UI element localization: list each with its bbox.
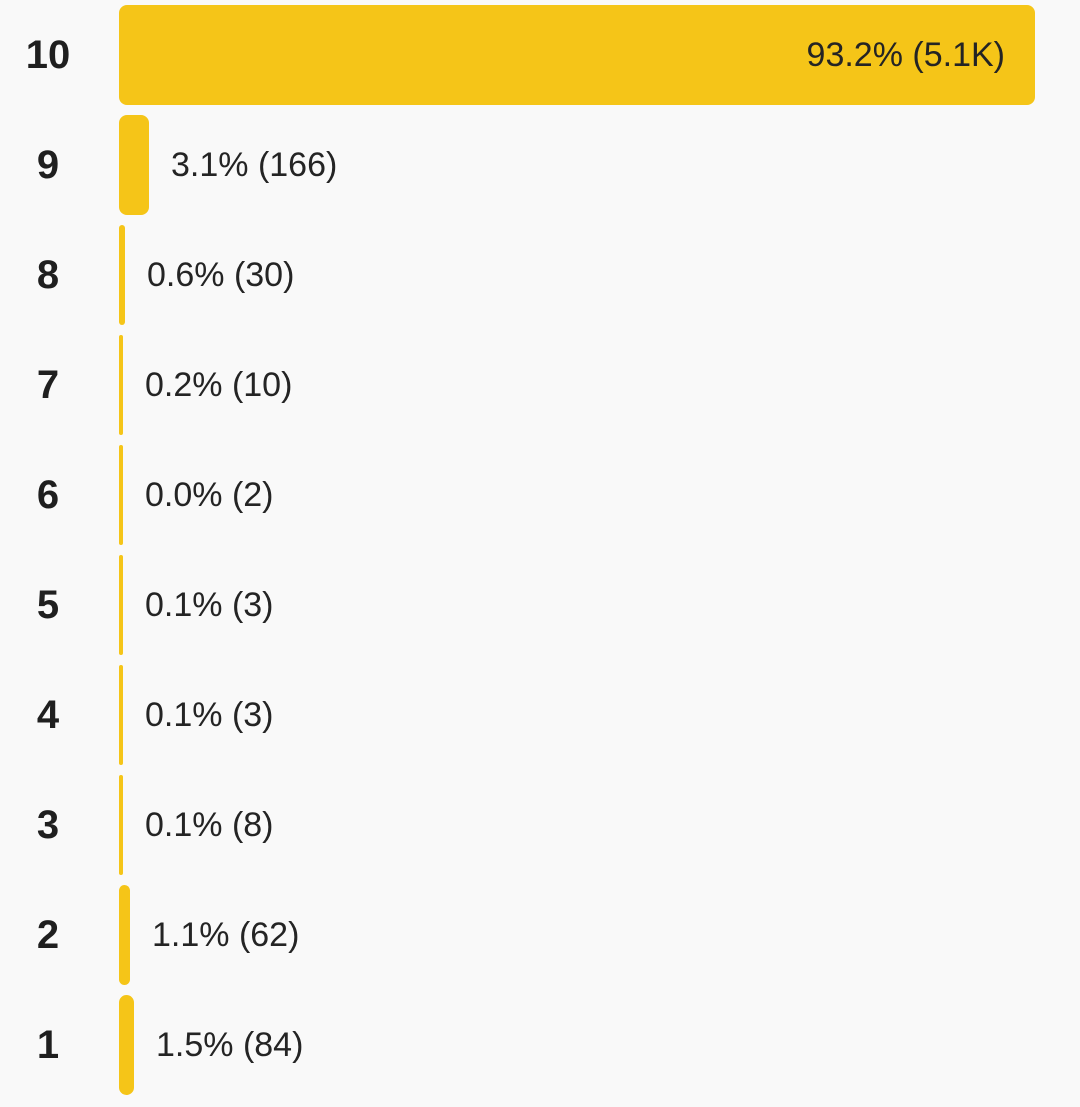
rating-label: 4 [36,693,60,737]
rating-bar [119,995,134,1095]
bar-row: 7 0.2% (10) [0,330,1080,440]
value-label: 0.1% (3) [145,696,274,734]
rating-label: 1 [36,1023,60,1067]
rating-label: 10 [25,33,71,77]
rating-label: 9 [36,143,60,187]
bar-row: 5 0.1% (3) [0,550,1080,660]
bar-row: 8 0.6% (30) [0,220,1080,330]
value-label: 0.2% (10) [145,366,293,404]
rating-label: 6 [36,473,60,517]
bar-row: 1 1.5% (84) [0,990,1080,1100]
value-label: 0.0% (2) [145,476,274,514]
value-label: 0.1% (8) [145,806,274,844]
bar-row: 6 0.0% (2) [0,440,1080,550]
value-label: 3.1% (166) [171,146,338,184]
value-label: 1.5% (84) [156,1026,304,1064]
value-label: 0.6% (30) [147,256,295,294]
rating-label: 8 [36,253,60,297]
rating-bar [119,335,123,435]
rating-bar [119,555,123,655]
rating-bar [119,775,123,875]
rating-bar [119,225,125,325]
bar-row: 3 0.1% (8) [0,770,1080,880]
bar-row: 2 1.1% (62) [0,880,1080,990]
rating-label: 5 [36,583,60,627]
value-label: 0.1% (3) [145,586,274,624]
rating-bar [119,5,1035,105]
bar-row: 10 93.2% (5.1K) [0,0,1080,110]
rating-bar [119,115,149,215]
rating-label: 2 [36,913,60,957]
rating-bar [119,665,123,765]
rating-label: 7 [36,363,60,407]
value-label: 93.2% (5.1K) [806,36,1005,74]
rating-label: 3 [36,803,60,847]
value-label: 1.1% (62) [152,916,300,954]
bar-row: 4 0.1% (3) [0,660,1080,770]
rating-bar [119,885,130,985]
rating-bar [119,445,123,545]
bar-row: 9 3.1% (166) [0,110,1080,220]
